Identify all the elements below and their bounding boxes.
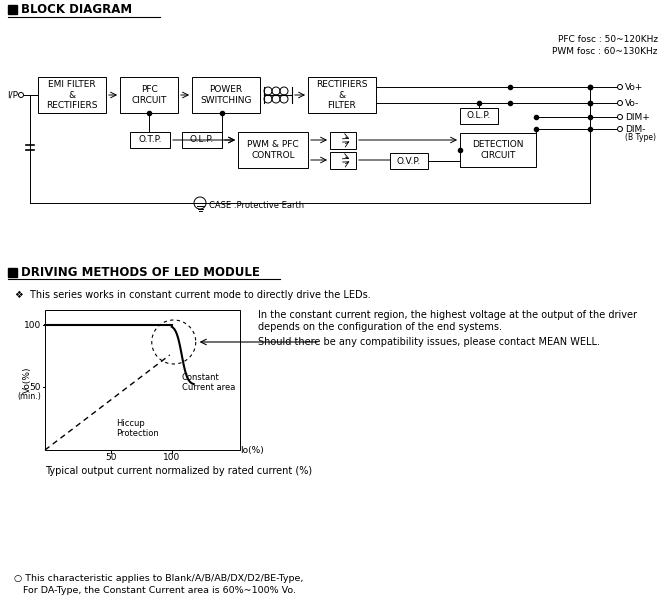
Bar	[460, 108, 498, 124]
Text: Constant
Current area: Constant Current area	[182, 373, 235, 392]
Text: Vo(%): Vo(%)	[23, 367, 31, 394]
Bar	[390, 153, 428, 169]
Bar	[330, 152, 356, 169]
Bar	[182, 132, 222, 148]
Text: In the constant current region, the highest voltage at the output of the driver: In the constant current region, the high…	[258, 310, 637, 320]
Text: ○ This characteristic applies to Blank/A/B/AB/DX/D2/BE-Type,: ○ This characteristic applies to Blank/A…	[14, 574, 304, 583]
Bar	[130, 132, 170, 148]
Text: EMI FILTER
&
RECTIFIERS: EMI FILTER & RECTIFIERS	[46, 80, 98, 110]
Text: Should there be any compatibility issues, please contact MEAN WELL.: Should there be any compatibility issues…	[258, 337, 600, 347]
Text: PFC
CIRCUIT: PFC CIRCUIT	[131, 85, 167, 105]
Bar	[38, 77, 106, 113]
Bar	[192, 77, 260, 113]
Text: BLOCK DIAGRAM: BLOCK DIAGRAM	[21, 3, 132, 16]
Text: O.L.P.: O.L.P.	[190, 135, 214, 144]
Bar	[8, 268, 17, 277]
Bar	[330, 132, 356, 149]
Text: RECTIFIERS
&
FILTER: RECTIFIERS & FILTER	[316, 80, 368, 110]
Text: ❖  This series works in constant current mode to directly drive the LEDs.: ❖ This series works in constant current …	[15, 290, 371, 300]
Text: 50: 50	[29, 382, 41, 392]
Text: PFC fosc : 50~120KHz
PWM fosc : 60~130KHz: PFC fosc : 50~120KHz PWM fosc : 60~130KH…	[553, 35, 658, 56]
Bar	[308, 77, 376, 113]
Bar	[8, 5, 17, 14]
Text: Io(%): Io(%)	[240, 446, 264, 455]
Text: PWM & PFC
CONTROL: PWM & PFC CONTROL	[247, 140, 299, 160]
Text: Vo-: Vo-	[625, 99, 639, 108]
Text: O.T.P.: O.T.P.	[138, 135, 161, 144]
Text: (min.): (min.)	[17, 392, 41, 400]
Text: DIM+: DIM+	[625, 113, 650, 122]
Text: POWER
SWITCHING: POWER SWITCHING	[200, 85, 252, 105]
Text: DRIVING METHODS OF LED MODULE: DRIVING METHODS OF LED MODULE	[21, 266, 260, 279]
Text: Hiccup
Protection: Hiccup Protection	[117, 419, 159, 438]
Text: DIM-: DIM-	[625, 124, 645, 133]
Text: 100: 100	[23, 321, 41, 329]
Text: I/P: I/P	[7, 91, 18, 100]
Text: 100: 100	[163, 452, 180, 461]
Text: O.L.P.: O.L.P.	[467, 111, 491, 121]
Text: Typical output current normalized by rated current (%): Typical output current normalized by rat…	[45, 466, 312, 476]
Text: (B Type): (B Type)	[625, 133, 656, 141]
Text: O.V.P.: O.V.P.	[397, 157, 421, 165]
Bar	[238, 132, 308, 168]
Bar	[45, 310, 240, 450]
Text: depends on the configuration of the end systems.: depends on the configuration of the end …	[258, 322, 502, 332]
Bar	[460, 133, 536, 167]
Text: CASE :Protective Earth: CASE :Protective Earth	[209, 201, 304, 209]
Text: For DA-Type, the Constant Current area is 60%~100% Vo.: For DA-Type, the Constant Current area i…	[14, 586, 296, 595]
Text: Vo+: Vo+	[625, 83, 643, 92]
Bar	[120, 77, 178, 113]
Text: 50: 50	[106, 452, 117, 461]
Text: DETECTION
CIRCUIT: DETECTION CIRCUIT	[472, 140, 524, 160]
